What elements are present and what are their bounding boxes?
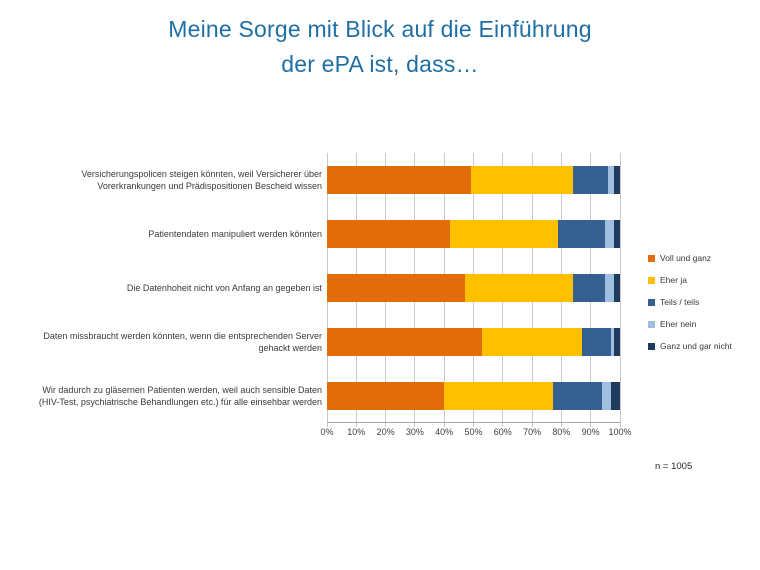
bar-segment-ganz-und-gar-nicht [614, 274, 620, 302]
legend-item: Ganz und gar nicht [648, 335, 732, 357]
legend-label: Voll und ganz [660, 253, 712, 263]
category-label: Patientendaten manipuliert werden könnte… [148, 228, 322, 239]
bar-segment-voll-und-ganz [327, 220, 451, 248]
chart-title-line2: der ePA ist, dass… [281, 51, 479, 77]
bar-segment-teils-teils [573, 166, 609, 194]
legend-item: Eher nein [648, 313, 732, 335]
legend-swatch [648, 342, 655, 350]
category-label: Die Datenhoheit nicht von Anfang an gege… [126, 282, 322, 293]
x-axis-tick-label: 90% [581, 427, 600, 437]
bar-segment-eher-ja [450, 220, 559, 248]
bar-segment-eher-nein [602, 382, 612, 410]
legend-swatch [648, 298, 655, 306]
x-axis-tick-label: 30% [405, 427, 424, 437]
x-axis-tick-label: 40% [435, 427, 454, 437]
x-axis-tick-label: 0% [320, 427, 334, 437]
bar-segment-voll-und-ganz [327, 274, 465, 302]
bar-segment-voll-und-ganz [327, 328, 483, 356]
stacked-bar [327, 328, 620, 356]
bar-row [327, 369, 620, 423]
legend-item: Teils / teils [648, 291, 732, 313]
legend-label: Teils / teils [660, 297, 700, 307]
legend-item: Eher ja [648, 269, 732, 291]
x-axis-tick-label: 60% [493, 427, 512, 437]
stacked-bar [327, 382, 620, 410]
category-label: Versicherungspolicen steigen könnten, we… [81, 168, 322, 191]
bar-segment-teils-teils [581, 328, 612, 356]
x-axis-tick-label: 80% [552, 427, 571, 437]
x-axis-tick-label: 70% [523, 427, 542, 437]
legend: Voll und ganz Eher ja Teils / teils Eher ne… [648, 247, 732, 357]
bar-segment-voll-und-ganz [327, 382, 445, 410]
stacked-bar [327, 274, 620, 302]
category-label: Daten missbraucht werden könnten, wenn d… [43, 330, 322, 353]
bar-segment-teils-teils [558, 220, 606, 248]
legend-swatch [648, 276, 655, 284]
bars [327, 153, 620, 423]
category-label: Wir dadurch zu gläsernen Patienten werde… [38, 384, 322, 407]
bar-segment-eher-nein [605, 274, 615, 302]
x-axis-tick-labels: 0% 10% 20% 30% 40% 50% 60% 70% 80% 90% 100% [320, 427, 631, 439]
chart-title-line1: Meine Sorge mit Blick auf die Einführung [168, 16, 592, 42]
gridline [619, 153, 621, 427]
legend-label: Eher ja [660, 275, 687, 285]
bar-segment-eher-ja [444, 382, 553, 410]
category-labels: Versicherungspolicen steigen könnten, we… [30, 153, 322, 423]
bar-segment-ganz-und-gar-nicht [611, 382, 620, 410]
bar-segment-teils-teils [573, 274, 606, 302]
bar-row [327, 315, 620, 369]
bar-segment-eher-nein [611, 328, 615, 356]
bar-segment-ganz-und-gar-nicht [614, 328, 620, 356]
stacked-bar [327, 166, 620, 194]
bar-row [327, 261, 620, 315]
x-axis-line [327, 422, 620, 423]
bar-row [327, 153, 620, 207]
plot-area [326, 153, 621, 427]
bar-segment-ganz-und-gar-nicht [614, 220, 620, 248]
legend-item: Voll und ganz [648, 247, 732, 269]
bar-segment-eher-nein [608, 166, 615, 194]
stacked-bar [327, 220, 620, 248]
x-axis-tick-label: 50% [464, 427, 483, 437]
bar-row [327, 207, 620, 261]
bar-segment-eher-ja [464, 274, 574, 302]
bar-segment-voll-und-ganz [327, 166, 471, 194]
legend-label: Ganz und gar nicht [660, 341, 732, 351]
x-axis-tick-label: 100% [608, 427, 632, 437]
bar-segment-ganz-und-gar-nicht [614, 166, 620, 194]
bar-segment-eher-nein [605, 220, 615, 248]
legend-swatch [648, 254, 655, 262]
legend-swatch [648, 320, 655, 328]
chart-title: Meine Sorge mit Blick auf die Einführung… [0, 12, 760, 82]
legend-label: Eher nein [660, 319, 697, 329]
x-axis-tick-label: 10% [347, 427, 366, 437]
bar-segment-eher-ja [482, 328, 582, 356]
bar-segment-eher-ja [470, 166, 574, 194]
sample-size-note: n = 1005 [655, 461, 693, 472]
x-axis-tick-label: 20% [376, 427, 395, 437]
bar-segment-teils-teils [552, 382, 603, 410]
